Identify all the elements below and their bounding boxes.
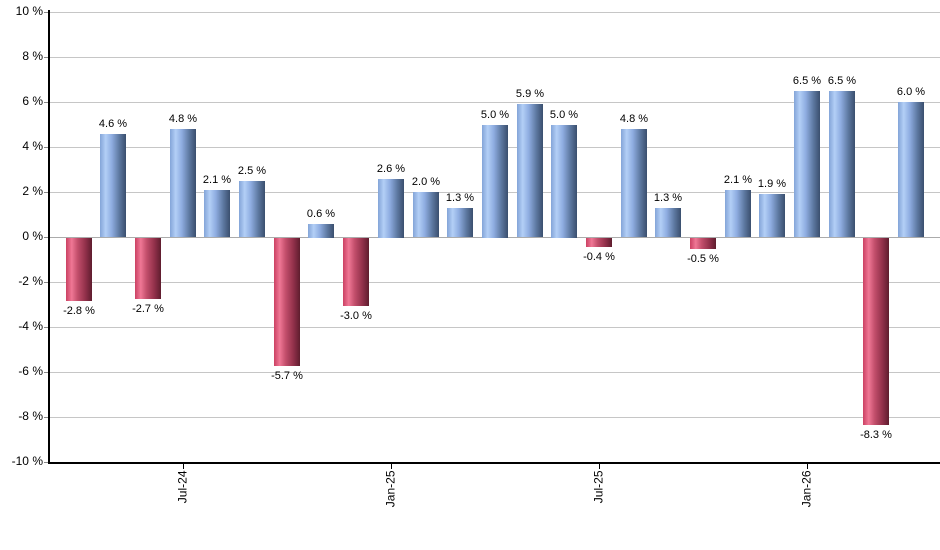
bar — [690, 238, 716, 249]
y-axis-label: 10 % — [15, 4, 43, 18]
bar-value-label: -8.3 % — [860, 429, 892, 441]
y-axis-tick — [44, 147, 49, 148]
y-axis-label: 6 % — [22, 94, 43, 108]
bar-value-label: -5.7 % — [271, 370, 303, 382]
bar-value-label: -2.7 % — [132, 303, 164, 315]
bar — [378, 179, 404, 238]
gridline — [49, 282, 940, 283]
bar-value-label: 2.1 % — [723, 174, 753, 186]
bar — [898, 102, 924, 237]
bar — [413, 192, 439, 237]
y-axis-label: -4 % — [18, 319, 43, 333]
bar-value-label: 0.6 % — [306, 208, 336, 220]
y-axis-label: -8 % — [18, 409, 43, 423]
y-axis-tick — [44, 417, 49, 418]
x-axis-label: Jan-26 — [799, 470, 814, 508]
bar-value-label: 5.0 % — [480, 109, 510, 121]
y-axis-label: 4 % — [22, 139, 43, 153]
y-axis-label: 2 % — [22, 184, 43, 198]
x-axis-tick — [183, 464, 184, 469]
bar — [308, 224, 334, 238]
bar — [239, 181, 265, 237]
bar — [759, 194, 785, 237]
bar — [343, 238, 369, 306]
y-axis-tick — [44, 57, 49, 58]
bar-value-label: 4.8 % — [168, 113, 198, 125]
x-axis-label: Jul-25 — [591, 470, 606, 504]
gridline — [49, 57, 940, 58]
x-axis-tick — [807, 464, 808, 469]
y-axis-label: -2 % — [18, 274, 43, 288]
bar — [794, 91, 820, 237]
bar — [100, 134, 126, 237]
x-axis-label: Jan-25 — [383, 470, 398, 508]
x-axis-label: Jul-24 — [175, 470, 190, 504]
bar — [655, 208, 681, 237]
bar — [482, 125, 508, 238]
x-axis-tick — [599, 464, 600, 469]
bar — [204, 190, 230, 237]
bar-value-label: 2.6 % — [376, 163, 406, 175]
bar — [586, 238, 612, 247]
bar-value-label: 1.3 % — [445, 192, 475, 204]
bar-value-label: 2.0 % — [411, 176, 441, 188]
gridline — [49, 12, 940, 13]
y-axis-line — [48, 10, 50, 464]
x-axis-tick — [391, 464, 392, 469]
bar-value-label: 1.9 % — [757, 178, 787, 190]
y-axis-label: -6 % — [18, 364, 43, 378]
y-axis-tick — [44, 237, 49, 238]
x-axis-line — [48, 462, 940, 464]
bar-value-label: -0.4 % — [583, 251, 615, 263]
bar — [621, 129, 647, 237]
gridline — [49, 102, 940, 103]
bar-value-label: -0.5 % — [687, 253, 719, 265]
bar — [447, 208, 473, 237]
bar — [170, 129, 196, 237]
bar-value-label: 6.0 % — [896, 86, 926, 98]
bar — [863, 238, 889, 425]
y-axis-label: -10 % — [11, 454, 43, 468]
bar — [829, 91, 855, 237]
y-axis-tick — [44, 102, 49, 103]
y-axis-tick — [44, 192, 49, 193]
y-axis-tick — [44, 282, 49, 283]
y-axis-tick — [44, 327, 49, 328]
gridline — [49, 372, 940, 373]
bar — [135, 238, 161, 299]
y-axis-label: 0 % — [22, 229, 43, 243]
gridline — [49, 417, 940, 418]
y-axis-tick — [44, 12, 49, 13]
bar-value-label: -3.0 % — [340, 310, 372, 322]
bar-value-label: 2.1 % — [202, 174, 232, 186]
bar-value-label: 4.8 % — [619, 113, 649, 125]
bar — [66, 238, 92, 301]
y-axis-tick — [44, 462, 49, 463]
bar-value-label: 6.5 % — [827, 75, 857, 87]
bar-value-label: 6.5 % — [792, 75, 822, 87]
bar-value-label: 5.9 % — [515, 88, 545, 100]
bar — [725, 190, 751, 237]
bar-value-label: 1.3 % — [653, 192, 683, 204]
bar-value-label: 2.5 % — [237, 165, 267, 177]
bar — [517, 104, 543, 237]
gridline — [49, 327, 940, 328]
bar — [551, 125, 577, 238]
y-axis-tick — [44, 372, 49, 373]
bar — [274, 238, 300, 366]
y-axis-label: 8 % — [22, 49, 43, 63]
bar-value-label: -2.8 % — [63, 305, 95, 317]
bar-value-label: 4.6 % — [98, 118, 128, 130]
bar-value-label: 5.0 % — [549, 109, 579, 121]
